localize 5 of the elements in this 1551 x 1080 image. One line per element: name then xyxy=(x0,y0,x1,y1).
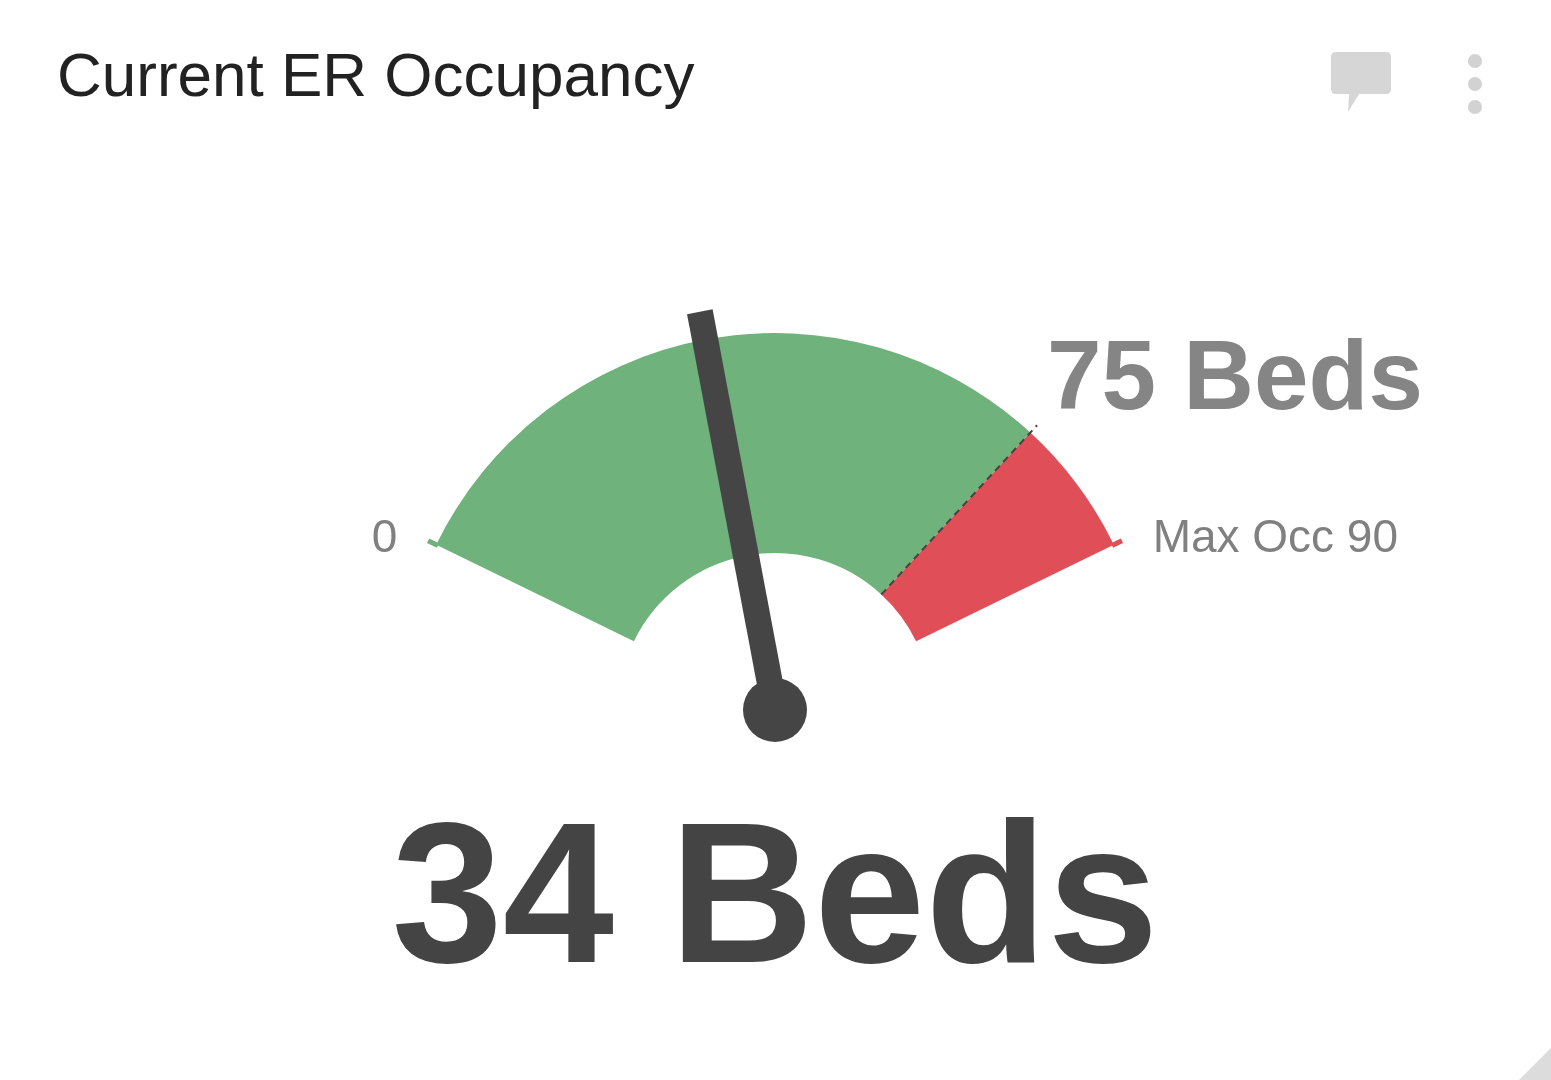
text: 34 Beds xyxy=(391,781,1159,1004)
chart-title: Current ER Occupancy xyxy=(57,40,695,109)
slice-label: 75 Beds xyxy=(1047,320,1423,431)
text: 0 xyxy=(371,510,398,563)
slice-label: Max Occ 90 xyxy=(1152,510,1399,563)
